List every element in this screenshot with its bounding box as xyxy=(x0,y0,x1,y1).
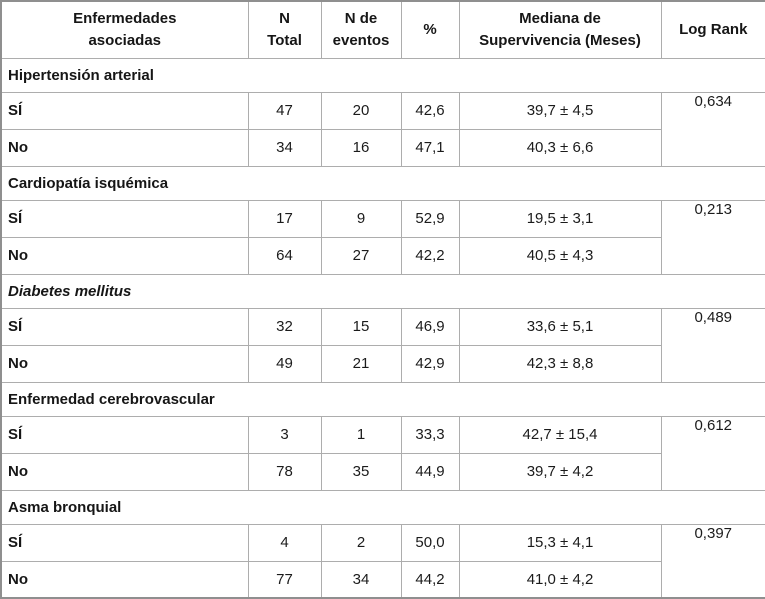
group-label: Hipertensión arterial xyxy=(0,57,765,93)
table-body: Hipertensión arterial SÍ 47 20 42,6 39,7 ± 4,… xyxy=(0,57,765,599)
cell-n-eventos: 16 xyxy=(320,128,402,167)
cell-n-total: 32 xyxy=(247,307,322,346)
table-row: SÍ 4 2 50,0 15,3 ± 4,1 0,397 xyxy=(0,523,765,599)
cell-pct: 46,9 xyxy=(400,307,460,346)
cell-mediana: 15,3 ± 4,1 xyxy=(458,523,662,562)
cell-n-total: 3 xyxy=(247,415,322,454)
group-row: Hipertensión arterial xyxy=(0,57,765,93)
cell-n-total: 4 xyxy=(247,523,322,562)
group-label: Cardiopatía isquémica xyxy=(0,165,765,201)
cell-n-total: 78 xyxy=(247,452,322,491)
row-label: No xyxy=(0,236,249,275)
row-label: SÍ xyxy=(0,415,249,454)
cell-mediana: 40,5 ± 4,3 xyxy=(458,236,662,275)
row-label: SÍ xyxy=(0,307,249,346)
cell-pct: 50,0 xyxy=(400,523,460,562)
cell-n-total: 47 xyxy=(247,91,322,130)
cell-n-total: 77 xyxy=(247,560,322,599)
cell-log-rank: 0,213 xyxy=(660,199,765,275)
row-label: No xyxy=(0,128,249,167)
cell-pct: 44,2 xyxy=(400,560,460,599)
cell-pct: 33,3 xyxy=(400,415,460,454)
column-header-log-rank: Log Rank xyxy=(660,0,765,59)
cell-mediana: 42,3 ± 8,8 xyxy=(458,344,662,383)
cell-n-total: 64 xyxy=(247,236,322,275)
cell-mediana: 19,5 ± 3,1 xyxy=(458,199,662,238)
cell-pct: 42,6 xyxy=(400,91,460,130)
cell-mediana: 42,7 ± 15,4 xyxy=(458,415,662,454)
column-header-enfermedades-asociadas: Enfermedades asociadas xyxy=(0,0,249,59)
group-row: Enfermedad cerebrovascular xyxy=(0,381,765,417)
cell-log-rank: 0,634 xyxy=(660,91,765,167)
cell-n-total: 49 xyxy=(247,344,322,383)
header-row: Enfermedades asociadas N Total N de even… xyxy=(0,0,765,59)
cell-pct: 42,9 xyxy=(400,344,460,383)
table-row: No 34 16 47,1 40,3 ± 6,6 xyxy=(0,128,765,167)
cell-n-eventos: 21 xyxy=(320,344,402,383)
cell-mediana: 39,7 ± 4,5 xyxy=(458,91,662,130)
column-header-mediana-supervivencia: Mediana de Supervivencia (Meses) xyxy=(458,0,662,59)
cell-n-eventos: 9 xyxy=(320,199,402,238)
column-header-percent: % xyxy=(400,0,460,59)
cell-mediana: 40,3 ± 6,6 xyxy=(458,128,662,167)
cell-pct: 52,9 xyxy=(400,199,460,238)
column-header-n-total: N Total xyxy=(247,0,322,59)
cell-n-eventos: 35 xyxy=(320,452,402,491)
group-row: Cardiopatía isquémica xyxy=(0,165,765,201)
cell-pct: 44,9 xyxy=(400,452,460,491)
row-label: No xyxy=(0,452,249,491)
table-row: No 64 27 42,2 40,5 ± 4,3 xyxy=(0,236,765,275)
group-label: Enfermedad cerebrovascular xyxy=(0,381,765,417)
group-row: Diabetes mellitus xyxy=(0,273,765,309)
table-row: SÍ 3 1 33,3 42,7 ± 15,4 0,612 xyxy=(0,415,765,491)
row-label: SÍ xyxy=(0,199,249,238)
row-label: SÍ xyxy=(0,523,249,562)
cell-log-rank: 0,612 xyxy=(660,415,765,491)
table-header: Enfermedades asociadas N Total N de even… xyxy=(0,0,765,59)
cell-mediana: 41,0 ± 4,2 xyxy=(458,560,662,599)
cell-n-eventos: 34 xyxy=(320,560,402,599)
table-row: SÍ 47 20 42,6 39,7 ± 4,5 0,634 xyxy=(0,91,765,167)
cell-mediana: 39,7 ± 4,2 xyxy=(458,452,662,491)
table-row: No 49 21 42,9 42,3 ± 8,8 xyxy=(0,344,765,383)
cell-log-rank: 0,489 xyxy=(660,307,765,383)
column-header-n-de-eventos: N de eventos xyxy=(320,0,402,59)
row-label: No xyxy=(0,560,249,599)
cell-n-total: 17 xyxy=(247,199,322,238)
group-row: Asma bronquial xyxy=(0,489,765,525)
cell-n-eventos: 27 xyxy=(320,236,402,275)
row-label: SÍ xyxy=(0,91,249,130)
cell-pct: 42,2 xyxy=(400,236,460,275)
cell-mediana: 33,6 ± 5,1 xyxy=(458,307,662,346)
table-row: SÍ 17 9 52,9 19,5 ± 3,1 0,213 xyxy=(0,199,765,275)
group-label: Asma bronquial xyxy=(0,489,765,525)
cell-n-eventos: 20 xyxy=(320,91,402,130)
cell-n-eventos: 1 xyxy=(320,415,402,454)
cell-log-rank: 0,397 xyxy=(660,523,765,599)
group-label: Diabetes mellitus xyxy=(0,273,765,309)
cell-n-eventos: 15 xyxy=(320,307,402,346)
table-row: No 78 35 44,9 39,7 ± 4,2 xyxy=(0,452,765,491)
cell-n-total: 34 xyxy=(247,128,322,167)
row-label: No xyxy=(0,344,249,383)
table-row: SÍ 32 15 46,9 33,6 ± 5,1 0,489 xyxy=(0,307,765,383)
cell-n-eventos: 2 xyxy=(320,523,402,562)
table-row: No 77 34 44,2 41,0 ± 4,2 xyxy=(0,560,765,599)
cell-pct: 47,1 xyxy=(400,128,460,167)
